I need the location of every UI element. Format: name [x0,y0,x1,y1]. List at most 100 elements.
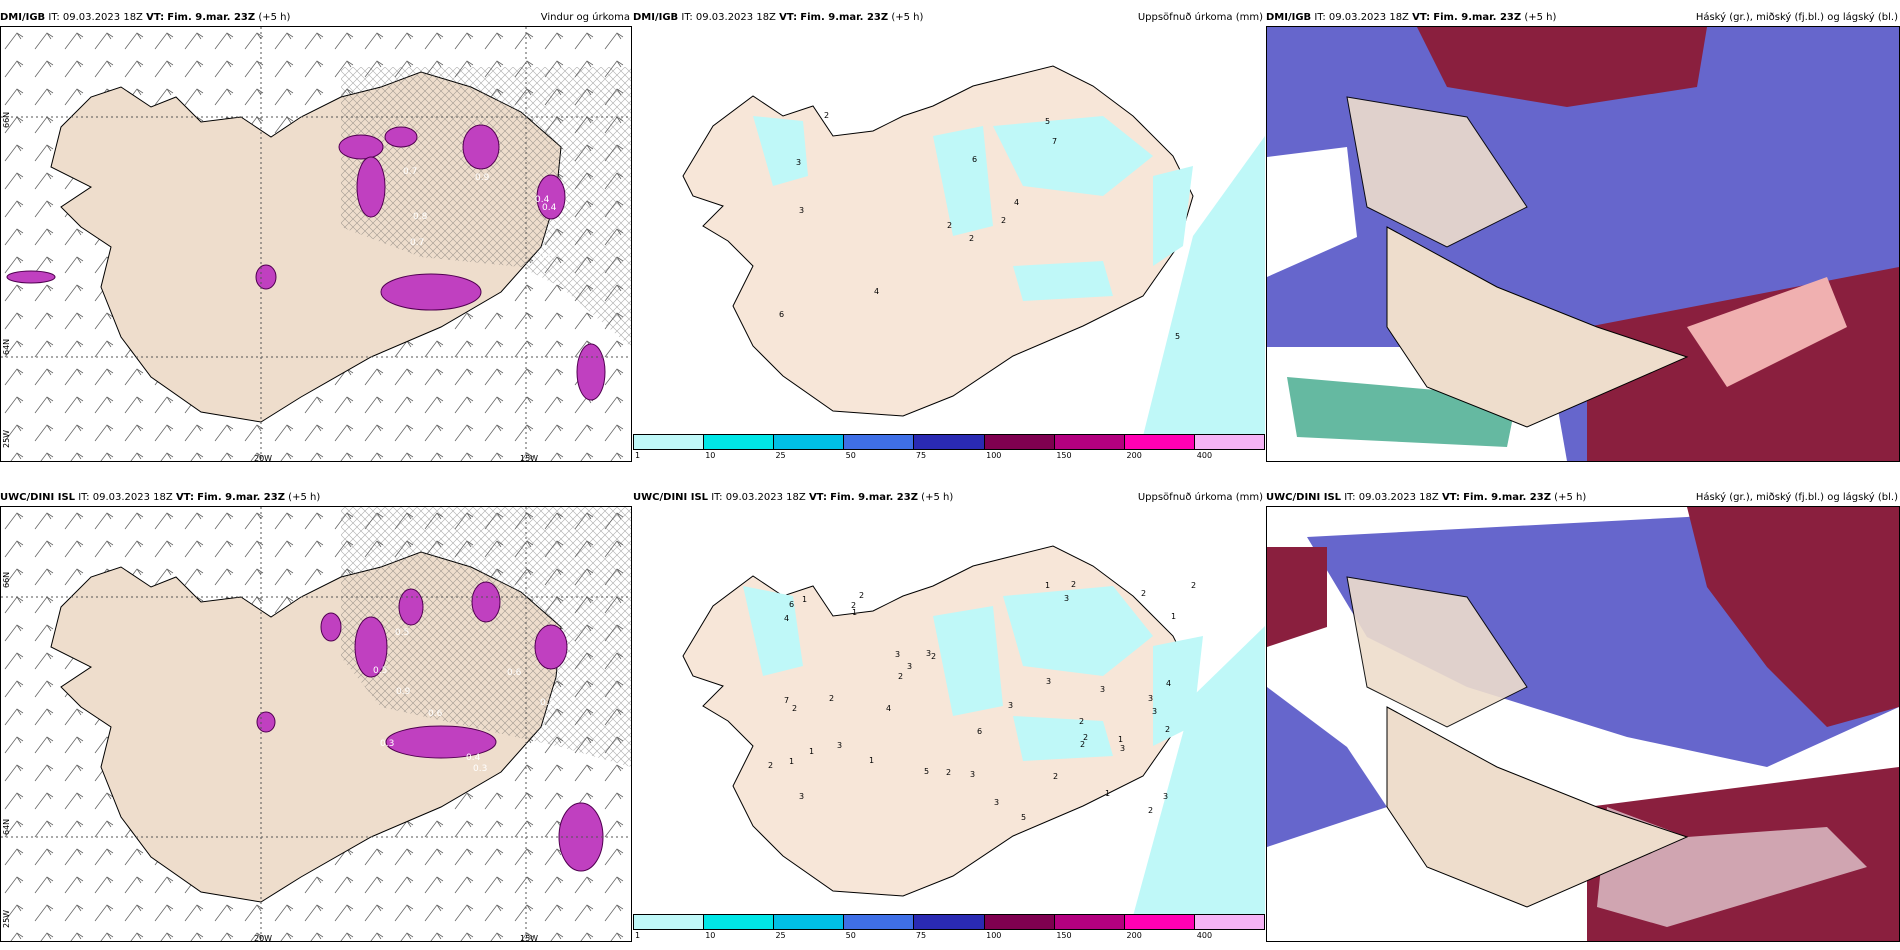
precip-value-label: 3 [1064,594,1069,603]
vt-label: VT: [1412,12,1431,23]
lon-20w-label: 20W [254,934,273,943]
precip-value-label: 6 [789,600,794,609]
colorbar-tick-label: 400 [1196,451,1213,460]
colorbar-tick-label: 200 [1126,931,1142,940]
lead-time: (+5 h) [288,492,321,503]
colorbar-segment [914,435,985,449]
precip-value-label: 5 [1045,117,1050,126]
colorbar [633,914,1265,930]
panel-title: Háský (gr.), miðský (fj.bl.) og lágský (… [1695,492,1898,503]
precip-value-label: 6 [972,155,977,164]
precip-value-label: 3 [926,649,931,658]
init-time: 09.03.2023 18Z [1328,12,1409,23]
panel-title: Háský (gr.), miðský (fj.bl.) og lágský (… [1695,12,1898,23]
wind-value-label: 0.7 [403,167,418,177]
init-time: 09.03.2023 18Z [62,12,143,23]
precip-map: 2 3 2 6 4 4 5 6 7 2 2 5 3 [633,26,1265,436]
precip-value-label: 2 [792,704,797,713]
model-name: UWC/DINI ISL [0,492,76,503]
precip-value-label: 3 [1100,685,1105,694]
wind-value-label: 0.9 [475,173,490,183]
lat-66n-label: 66N [2,111,11,128]
colorbar-segment [1124,435,1195,449]
colorbar-segment [844,915,915,929]
it-label: IT: [681,12,693,23]
precip-value-label: 3 [895,650,900,659]
precip-value-label: 2 [1080,740,1085,749]
precip-value-label: 2 [1191,581,1196,590]
wind-value-label: 0.8 [413,212,428,222]
vt-label: VT: [146,12,165,23]
lead-time: (+5 h) [1524,12,1557,23]
colorbar-segment [984,435,1055,449]
lon-15w-label: 15W [520,454,539,463]
lat-64n-label: 64N [2,338,11,355]
precip-value-label: 4 [1166,679,1171,688]
precip-value-label: 1 [869,756,874,765]
precip-value-label: 2 [969,234,974,243]
valid-time: Fim. 9.mar. 23Z [800,12,889,23]
wind-map [0,506,632,942]
precip-value-label: 2 [1001,216,1006,225]
init-time: 09.03.2023 18Z [92,492,173,503]
colorbar-tick-label: 50 [845,451,856,460]
lead-time: (+5 h) [921,492,954,503]
panel-title: Uppsöfnuð úrkoma (mm) [1137,12,1263,23]
precip-value-label: 2 [1079,717,1084,726]
precip-value-label: 3 [1148,694,1153,703]
precip-value-label: 1 [1118,735,1123,744]
precip-value-label: 4 [886,704,891,713]
precip-value-label: 3 [1152,707,1157,716]
precip-value-label: 2 [768,761,773,770]
precip-blobs [256,581,604,872]
panel-title: Vindur og úrkoma [540,12,630,23]
lat-66n-label: 66N [2,571,11,588]
lon-20w-label: 20W [254,454,273,463]
lon-15w-label: 15W [520,934,539,943]
precip-value-label: 5 [924,767,929,776]
precip-value-label: 5 [1021,813,1026,822]
precip-value-label: 2 [1083,733,1088,742]
precip-value-label: 1 [789,757,794,766]
colorbar-segment [984,915,1055,929]
colorbar-tick-label: 200 [1126,451,1142,460]
colorbar-tick-label: 10 [705,931,716,940]
valid-time: Fim. 9.mar. 23Z [830,492,918,503]
panel-dmi-wind: DMI/IGB IT: 09.03.2023 18Z VT: Fim. 9.ma… [0,10,632,465]
colorbar-segment [1194,915,1264,929]
panel-header: UWC/DINI ISL IT: 09.03.2023 18Z VT: Fim.… [1266,490,1900,506]
model-name: DMI/IGB [0,12,46,23]
init-time: 09.03.2023 18Z [695,12,776,23]
colorbar-segment [634,915,705,929]
precip-value-label: 2 [898,672,903,681]
wind-map [0,26,632,462]
it-label: IT: [78,492,90,503]
precip-value-label: 6 [779,310,784,319]
panel-header: DMI/IGB IT: 09.03.2023 18Z VT: Fim. 9.ma… [1266,10,1900,26]
colorbar-tick-label: 150 [1056,931,1072,940]
colorbar-tick-label: 150 [1056,451,1072,460]
it-label: IT: [1314,12,1326,23]
precip-value-label: 2 [851,601,856,610]
panel-uwc-wind: UWC/DINI ISL IT: 09.03.2023 18Z VT: Fim.… [0,490,632,945]
precip-value-label: 3 [799,206,804,215]
colorbar-tick-label: 25 [775,451,786,460]
wind-map-svg [1,27,631,461]
wind-value-label: 0.9 [396,687,411,697]
precip-value-label: 3 [1046,677,1051,686]
colorbar-tick-label: 75 [915,931,927,940]
colorbar-segment [774,915,845,929]
precip-value-label: 2 [1148,806,1153,815]
colorbar-segment [634,435,705,449]
colorbar-segment [1054,435,1125,449]
wind-value-label: 0.6 [507,668,522,678]
precip-value-label: 2 [946,768,951,777]
wind-value-label: 0.6 [539,252,554,262]
lon-25w-label: 25W [2,909,11,928]
precip-value-label: 7 [784,696,789,705]
valid-time: Fim. 9.mar. 23Z [1463,492,1551,503]
init-time: 09.03.2023 18Z [1358,492,1439,503]
panel-header: DMI/IGB IT: 09.03.2023 18Z VT: Fim. 9.ma… [633,10,1265,26]
colorbar-segment [1194,435,1264,449]
precip-value-label: 3 [837,741,842,750]
